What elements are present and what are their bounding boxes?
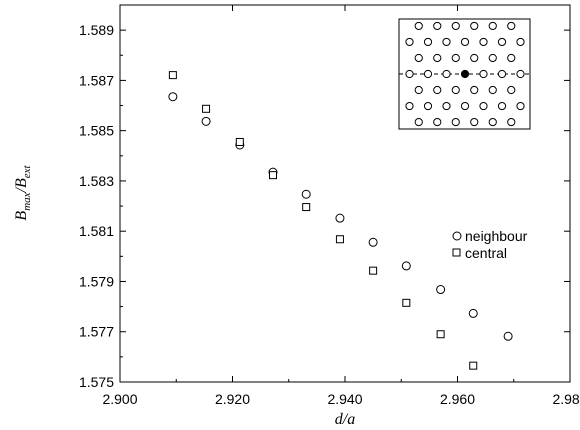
x-tick-label: 2.940 bbox=[327, 391, 362, 407]
inset-lattice-site bbox=[433, 21, 442, 31]
x-axis-title: d/a bbox=[335, 411, 355, 428]
x-tick-label: 2.960 bbox=[440, 391, 475, 407]
inset-lattice-site bbox=[442, 101, 451, 111]
inset-lattice-site bbox=[423, 37, 433, 47]
inset-lattice-site bbox=[423, 101, 433, 111]
inset-lattice-site bbox=[479, 101, 488, 111]
inset-lattice-site bbox=[414, 53, 423, 63]
x-axis-ticks: 2.900 2.920 2.940 2.960 2.980 bbox=[102, 5, 580, 407]
inset-lattice-site bbox=[507, 21, 516, 31]
inset-lattice-site bbox=[433, 85, 442, 95]
inset-lattice-site bbox=[451, 85, 460, 95]
data-points bbox=[168, 71, 513, 370]
inset-lattice-site bbox=[507, 117, 516, 127]
y-tick-label: 1.587 bbox=[79, 72, 114, 88]
inset-lattice-site bbox=[414, 21, 423, 31]
inset-lattice-site bbox=[497, 37, 507, 47]
y-tick-label: 1.589 bbox=[79, 22, 114, 38]
y-tick-label: 1.577 bbox=[79, 324, 114, 340]
inset-lattice-site bbox=[516, 37, 525, 47]
inset-lattice-site bbox=[479, 69, 488, 79]
y-tick-label: 1.579 bbox=[79, 273, 114, 289]
legend-label-neighbour: neighbour bbox=[465, 228, 528, 244]
x-tick-label: 2.980 bbox=[552, 391, 580, 407]
inset-lattice-site bbox=[470, 85, 479, 95]
inset-lattice-site bbox=[460, 101, 470, 111]
inset-lattice-site bbox=[488, 85, 497, 95]
point-neighbour bbox=[368, 237, 378, 247]
y-tick-label: 1.583 bbox=[79, 173, 114, 189]
inset-lattice-site bbox=[423, 69, 433, 79]
inset-lattice-site bbox=[451, 21, 460, 31]
inset-lattice-site bbox=[488, 21, 497, 31]
point-neighbour bbox=[301, 189, 311, 199]
point-central bbox=[202, 104, 211, 113]
point-central bbox=[436, 330, 445, 339]
x-tick-label: 2.920 bbox=[215, 391, 250, 407]
inset-lattice-site bbox=[405, 101, 414, 111]
inset-lattice-site bbox=[479, 37, 488, 47]
inset-lattice-site bbox=[433, 53, 442, 63]
y-tick-label: 1.575 bbox=[79, 374, 114, 390]
inset-lattice-site bbox=[451, 53, 460, 63]
inset-lattice-site bbox=[497, 101, 507, 111]
point-central bbox=[168, 71, 177, 80]
point-central bbox=[235, 137, 244, 146]
legend-marker-neighbour bbox=[452, 231, 462, 241]
inset-lattice-site bbox=[470, 53, 479, 63]
inset-lattice-site bbox=[433, 117, 442, 127]
point-central bbox=[369, 266, 378, 275]
inset-lattice-site bbox=[442, 69, 451, 79]
point-neighbour bbox=[468, 308, 478, 318]
inset-lattice-site bbox=[516, 101, 525, 111]
point-neighbour bbox=[335, 213, 345, 223]
point-central bbox=[269, 171, 277, 180]
legend-marker-central bbox=[452, 248, 461, 257]
point-neighbour bbox=[401, 261, 411, 271]
y-axis-ticks: 1.575 1.577 1.579 1.581 1.583 1.585 1.587 1.589 bbox=[79, 4, 570, 390]
inset-central-site bbox=[460, 69, 470, 79]
legend: neighbour central bbox=[452, 228, 528, 261]
point-neighbour bbox=[168, 92, 178, 102]
inset-lattice-site bbox=[405, 37, 414, 47]
lattice-inset bbox=[398, 18, 531, 130]
y-axis-title: Bmax/Bext bbox=[13, 164, 33, 220]
point-neighbour bbox=[503, 331, 513, 341]
inset-lattice-site bbox=[516, 69, 525, 79]
inset-lattice-site bbox=[451, 117, 460, 127]
y-tick-label: 1.581 bbox=[79, 223, 114, 239]
inset-lattice-sites bbox=[405, 21, 525, 127]
point-neighbour bbox=[201, 116, 211, 126]
inset-lattice-site bbox=[470, 117, 479, 127]
inset-lattice-site bbox=[488, 117, 497, 127]
inset-lattice-site bbox=[405, 69, 414, 79]
inset-lattice-site bbox=[460, 37, 470, 47]
point-central bbox=[302, 203, 311, 212]
point-central bbox=[402, 298, 411, 307]
inset-lattice-site bbox=[414, 85, 423, 95]
inset-lattice-site bbox=[470, 21, 479, 31]
point-neighbour bbox=[436, 285, 446, 295]
inset-lattice-site bbox=[414, 117, 423, 127]
x-tick-label: 2.900 bbox=[102, 391, 137, 407]
point-central bbox=[469, 361, 478, 370]
inset-lattice-site bbox=[442, 37, 451, 47]
inset-lattice-site bbox=[507, 53, 516, 63]
inset-lattice-site bbox=[507, 85, 516, 95]
point-central bbox=[335, 235, 344, 244]
inset-lattice-site bbox=[497, 69, 507, 79]
y-tick-label: 1.585 bbox=[79, 123, 114, 139]
legend-label-central: central bbox=[465, 245, 507, 261]
inset-lattice-site bbox=[488, 53, 497, 63]
